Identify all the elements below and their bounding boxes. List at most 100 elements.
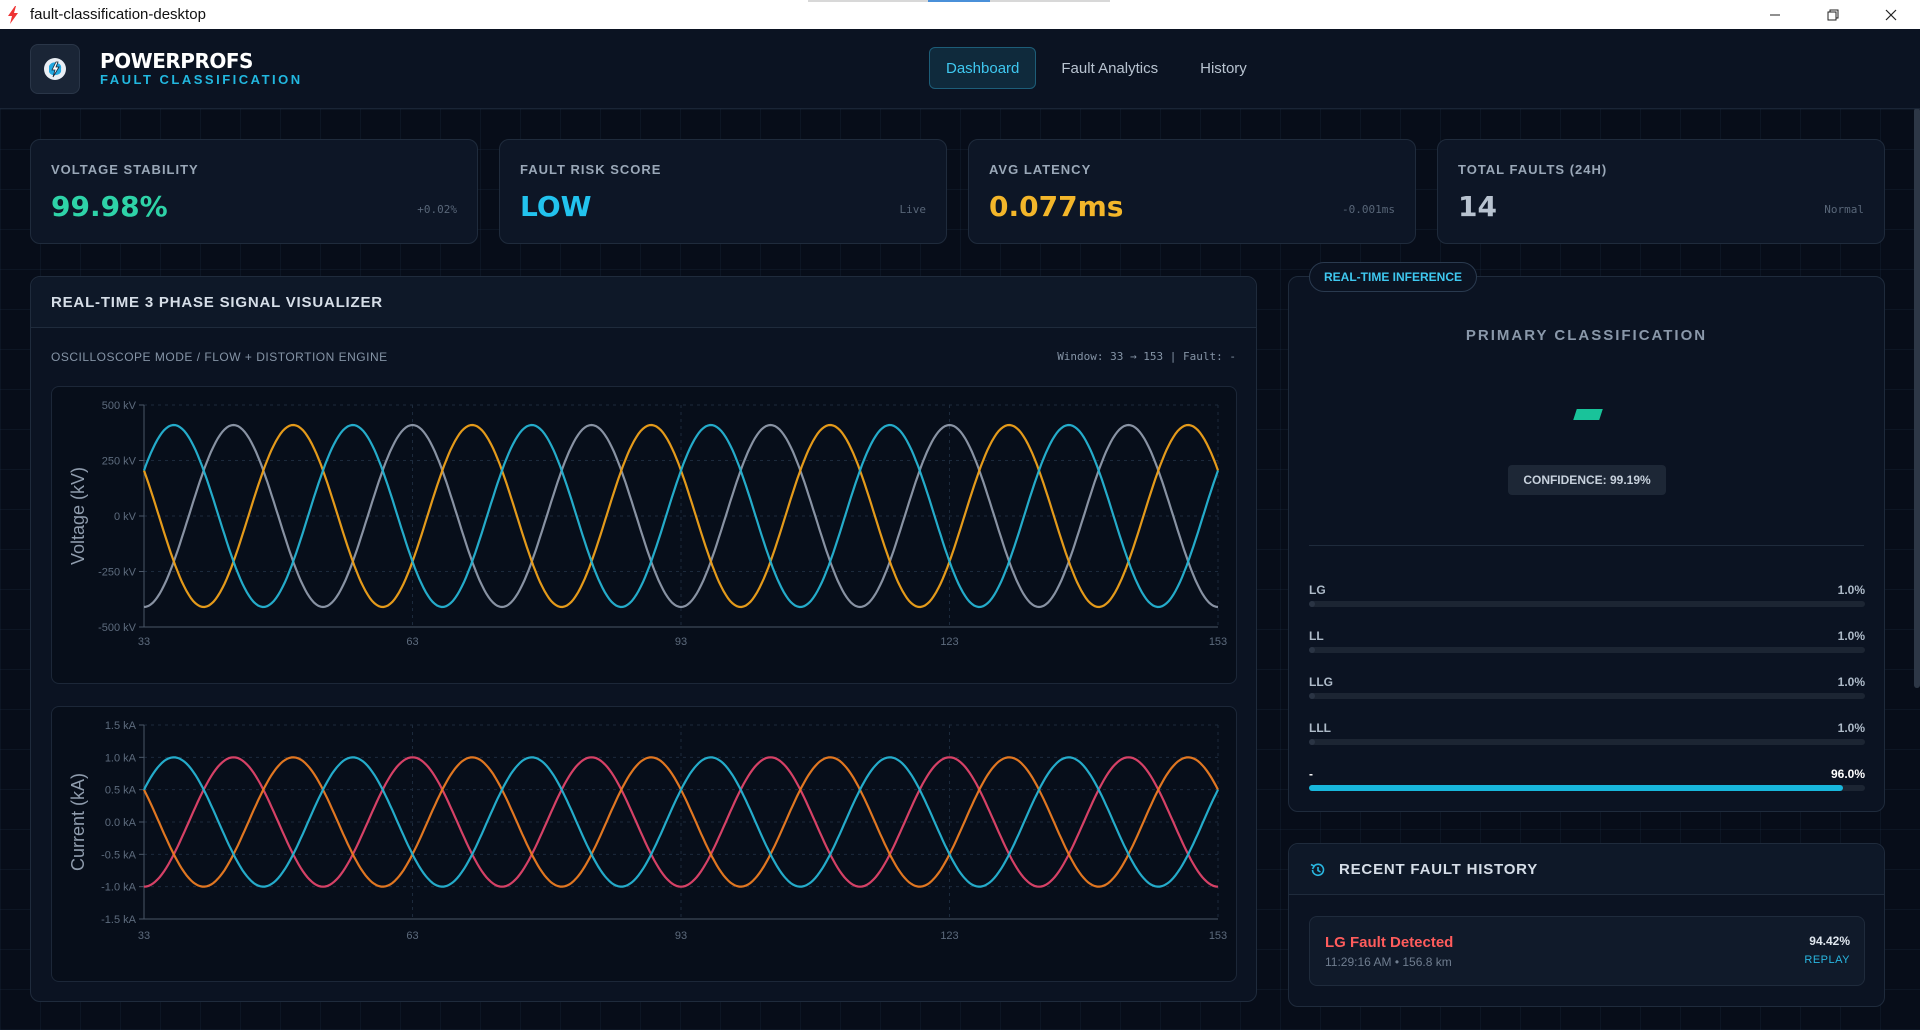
y-tick-label: -1.5 kA <box>101 914 137 926</box>
classification-indicator <box>1573 409 1603 420</box>
y-tick-label: -500 kV <box>98 622 137 634</box>
stat-value: 99.98% <box>51 190 168 223</box>
series-line-1 <box>143 756 1219 888</box>
panel-header: RECENT FAULT HISTORY <box>1289 844 1884 895</box>
visualizer-window-info: Window: 33 → 153 | Fault: - <box>1057 350 1236 363</box>
restore-button[interactable] <box>1804 0 1862 29</box>
restore-icon <box>1827 9 1839 20</box>
probability-fill <box>1309 785 1843 791</box>
probability-value: 1.0% <box>1837 629 1865 643</box>
y-tick-label: 250 kV <box>102 456 137 468</box>
series-line-3 <box>142 423 1220 609</box>
x-tick-label: 123 <box>940 930 958 942</box>
brand-name: POWERPROFS <box>100 49 253 73</box>
stat-value: 0.077ms <box>989 190 1124 223</box>
y-axis-label: Current (kA) <box>68 773 88 871</box>
y-tick-label: -0.5 kA <box>101 849 137 861</box>
history-item-meta: 11:29:16 AM • 156.8 km <box>1325 955 1452 969</box>
probability-value: 96.0% <box>1830 767 1865 781</box>
stat-label: FAULT RISK SCORE <box>520 162 662 177</box>
voltage-plot: 500 kV 250 kV 0 kV -250 kV -500 kV 33 63 93 123 1… <box>51 386 1237 684</box>
x-tick-label: 153 <box>1209 636 1227 648</box>
inference-panel: PRIMARY CLASSIFICATION CONFIDENCE: 99.19… <box>1288 276 1885 812</box>
brand-subtitle: FAULT CLASSIFICATION <box>100 72 303 87</box>
replay-button[interactable]: REPLAY <box>1804 954 1850 966</box>
probability-label: LG <box>1309 583 1326 597</box>
current-plot: 1.5 kA 1.0 kA 0.5 kA 0.0 kA -0.5 kA -1.0 kA -1… <box>51 706 1237 982</box>
y-tick-label: 0.5 kA <box>105 785 137 797</box>
y-tick-label: 0.0 kA <box>105 817 137 829</box>
probability-label: LLG <box>1309 675 1333 689</box>
nav-history[interactable]: History <box>1200 59 1247 77</box>
logo <box>30 44 80 94</box>
visualizer-mode: OSCILLOSCOPE MODE / FLOW + DISTORTION EN… <box>51 350 388 364</box>
panel-title: RECENT FAULT HISTORY <box>1339 861 1539 878</box>
stat-label: VOLTAGE STABILITY <box>51 162 199 177</box>
y-tick-label: 1.0 kA <box>105 752 137 764</box>
stat-card-fault-risk: FAULT RISK SCORE LOW Live <box>499 139 947 244</box>
probability-fill <box>1309 693 1315 699</box>
minimize-button[interactable] <box>1746 0 1804 29</box>
main-nav: Dashboard Fault Analytics History <box>929 47 1264 89</box>
series-line-3 <box>143 756 1219 888</box>
x-tick-label: 33 <box>138 636 150 648</box>
y-tick-label: 1.5 kA <box>105 720 137 732</box>
probability-track <box>1309 739 1865 745</box>
probability-track <box>1309 601 1865 607</box>
window-titlebar: fault-classification-desktop <box>0 0 1920 29</box>
fault-history-panel: RECENT FAULT HISTORY LG Fault Detected 1… <box>1288 843 1885 1007</box>
x-tick-label: 63 <box>406 930 418 942</box>
x-tick-label: 33 <box>138 930 150 942</box>
stat-note: Normal <box>1824 203 1864 216</box>
nav-fault-analytics[interactable]: Fault Analytics <box>1061 59 1159 77</box>
stat-card-total-faults: TOTAL FAULTS (24H) 14 Normal <box>1437 139 1885 244</box>
probability-value: 1.0% <box>1837 583 1865 597</box>
scrollbar-thumb[interactable] <box>1914 108 1920 688</box>
x-tick-label: 93 <box>675 930 687 942</box>
lightning-icon <box>8 5 18 24</box>
probability-value: 1.0% <box>1837 675 1865 689</box>
stat-label: AVG LATENCY <box>989 162 1092 177</box>
stat-card-avg-latency: AVG LATENCY 0.077ms -0.001ms <box>968 139 1416 244</box>
probability-track <box>1309 693 1865 699</box>
stat-note: +0.02% <box>417 203 457 216</box>
x-tick-label: 123 <box>940 636 958 648</box>
history-item[interactable]: LG Fault Detected 11:29:16 AM • 156.8 km… <box>1309 916 1865 986</box>
window-controls <box>1746 0 1920 29</box>
panel-header: REAL-TIME 3 PHASE SIGNAL VISUALIZER <box>31 277 1256 328</box>
y-tick-label: -1.0 kA <box>101 882 137 894</box>
nav-dashboard[interactable]: Dashboard <box>929 47 1037 89</box>
titlebar-strip-accent <box>928 0 990 2</box>
x-tick-label: 93 <box>675 636 687 648</box>
divider <box>1309 545 1864 546</box>
probability-track <box>1309 647 1865 653</box>
y-tick-label: -250 kV <box>98 567 137 579</box>
probability-label: - <box>1309 767 1313 781</box>
stat-note: -0.001ms <box>1342 203 1395 216</box>
history-item-confidence: 94.42% <box>1809 934 1850 948</box>
stat-label: TOTAL FAULTS (24H) <box>1458 162 1608 177</box>
x-tick-label: 153 <box>1209 930 1227 942</box>
y-axis-label: Voltage (kV) <box>68 467 88 565</box>
probability-fill <box>1309 739 1315 745</box>
app-header: POWERPROFS FAULT CLASSIFICATION Dashboar… <box>0 29 1920 109</box>
probability-fill <box>1309 601 1315 607</box>
probability-track <box>1309 785 1865 791</box>
probability-fill <box>1309 647 1315 653</box>
brain-bolt-icon <box>44 58 66 80</box>
y-tick-label: 0 kV <box>114 511 137 523</box>
current-chart: 1.5 kA 1.0 kA 0.5 kA 0.0 kA -0.5 kA -1.0 kA -1… <box>68 720 1227 942</box>
realtime-inference-badge: REAL-TIME INFERENCE <box>1309 262 1477 292</box>
x-tick-label: 63 <box>406 636 418 648</box>
minimize-icon <box>1770 14 1780 15</box>
signal-visualizer-panel: REAL-TIME 3 PHASE SIGNAL VISUALIZER OSCI… <box>30 276 1257 1002</box>
probability-label: LLL <box>1309 721 1331 735</box>
series-line-1 <box>143 423 1219 609</box>
stat-value: 14 <box>1458 190 1497 223</box>
close-icon <box>1885 9 1897 20</box>
stat-value: LOW <box>520 190 592 223</box>
close-button[interactable] <box>1862 0 1920 29</box>
confidence-pill: CONFIDENCE: 99.19% <box>1508 465 1666 495</box>
primary-classification-label: PRIMARY CLASSIFICATION <box>1465 327 1708 344</box>
